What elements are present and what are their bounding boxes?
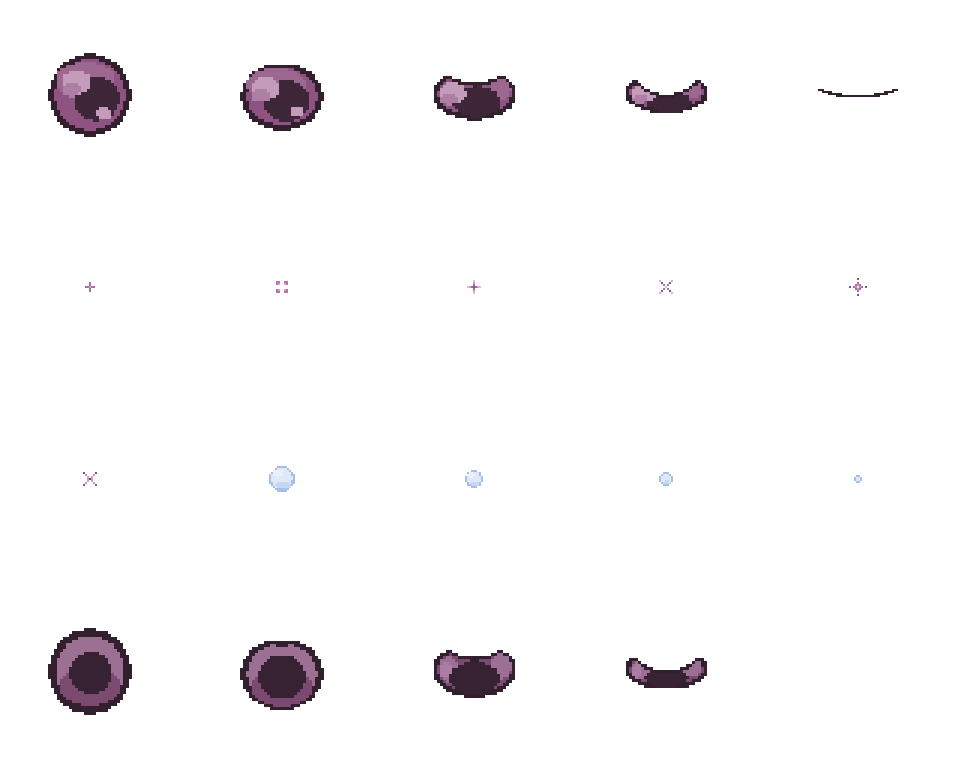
eye-half-flat-sprite xyxy=(240,632,324,710)
bubble-large-sprite xyxy=(269,466,295,492)
cell-sparkle-x-large xyxy=(570,191,762,383)
bubble-small-sprite xyxy=(659,472,673,486)
cell-eye-shine-open xyxy=(0,0,186,191)
bubble-medium-sprite xyxy=(465,470,483,488)
cell-bubble-large xyxy=(186,383,378,575)
cell-sparkle-x-star xyxy=(0,383,186,575)
bubble-tiny-sprite xyxy=(854,475,862,483)
cell-bubble-small xyxy=(570,383,762,575)
cell-bubble-medium xyxy=(378,383,570,575)
cell-eye-shine-half xyxy=(186,0,378,191)
eye-half-shine-sprite xyxy=(240,59,324,131)
eye-nearly-closed-shine-sprite xyxy=(622,74,710,116)
eye-closing-shine-sprite xyxy=(430,69,518,121)
cell-sparkle-plus-large xyxy=(378,191,570,383)
eye-nearly-closed-flat-sprite xyxy=(622,651,710,691)
eye-closed-line-sprite xyxy=(816,89,900,101)
sparkle-plus-large-sprite xyxy=(467,280,481,294)
eye-open-shine-sprite xyxy=(48,53,132,137)
sparkle-star-burst-sprite xyxy=(849,278,867,296)
cell-eye-shine-closed xyxy=(762,0,954,191)
cell-bubble-tiny xyxy=(762,383,954,575)
sparkle-plus-small-sprite xyxy=(85,282,95,292)
sparkle-x-large-sprite xyxy=(659,280,673,294)
cell-sparkle-plus-small xyxy=(0,191,186,383)
cell-eye-flat-nearly-closed xyxy=(570,575,762,767)
sparkle-x-dots-small-sprite xyxy=(276,281,288,293)
cell-sparkle-x-dots-small xyxy=(186,191,378,383)
cell-eye-flat-half xyxy=(186,575,378,767)
cell-eye-flat-open xyxy=(0,575,186,767)
cell-eye-shine-nearly-closed xyxy=(570,0,762,191)
cell-sparkle-star-burst xyxy=(762,191,954,383)
eye-open-flat-sprite xyxy=(48,627,132,715)
sparkle-x-star-sprite xyxy=(83,472,97,486)
cell-empty xyxy=(762,575,954,767)
cell-eye-shine-closing xyxy=(378,0,570,191)
cell-eye-flat-closing xyxy=(378,575,570,767)
eye-closing-flat-sprite xyxy=(430,644,518,698)
